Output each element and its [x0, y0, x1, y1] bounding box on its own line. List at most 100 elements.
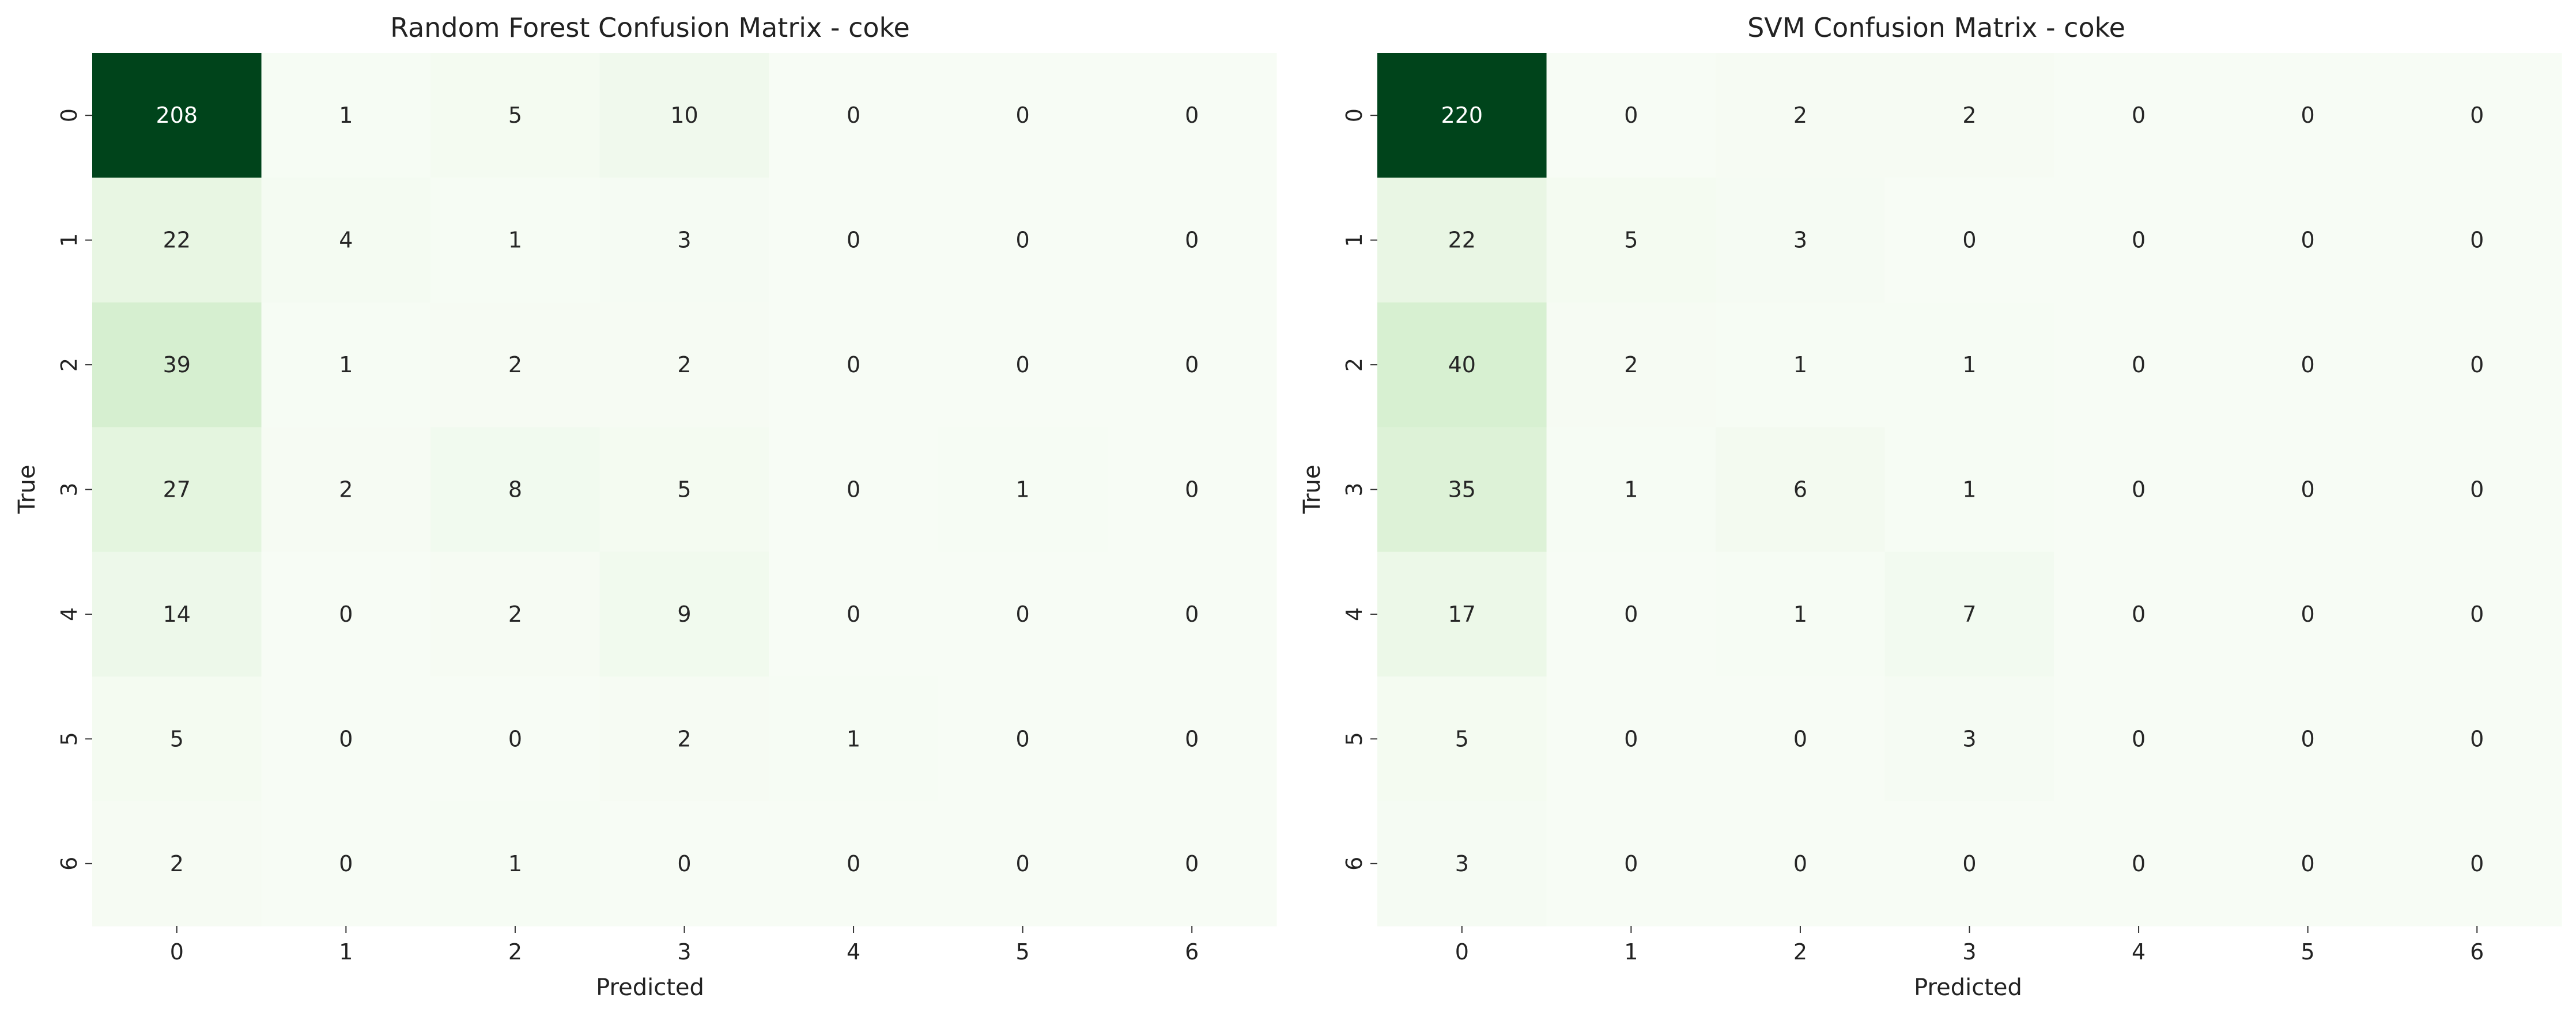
- random-forest-cell-value-label: 3: [677, 228, 691, 253]
- random-forest-cell-value-label: 39: [163, 352, 191, 377]
- random-forest-heatmap-cell: [261, 801, 431, 927]
- svm-cell-value-label: 1: [1624, 477, 1638, 502]
- svm-heatmap-cell: [2392, 427, 2562, 553]
- svm-heatmap-cell: [1546, 177, 1716, 303]
- random-forest-heatmap-cell: [1107, 676, 1277, 802]
- random-forest-cell-value-label: 4: [339, 228, 353, 253]
- random-forest-y-tick-label: 5: [56, 732, 82, 746]
- random-forest-cell-value-label: 14: [163, 602, 191, 627]
- random-forest-cell-value-label: 0: [339, 726, 353, 751]
- svm-cell-value-label: 0: [2301, 477, 2315, 502]
- svm-cell-value-label: 5: [1455, 726, 1469, 751]
- svm-cell-value-label: 0: [2301, 726, 2315, 751]
- random-forest-heatmap-cell: [599, 302, 769, 428]
- svm-cell-value-label: 35: [1448, 477, 1476, 502]
- random-forest-heatmap-cell: [938, 53, 1108, 179]
- svm-chart-title: SVM Confusion Matrix - coke: [1747, 12, 2125, 43]
- random-forest-x-ticks: 0 1 2 3 4 5 6: [170, 926, 1199, 965]
- svm-cell-value-label: 2: [1624, 352, 1638, 377]
- svm-cell-value-label: 0: [2132, 477, 2146, 502]
- random-forest-cell-value-label: 2: [677, 352, 691, 377]
- svm-heatmap-cell: [2392, 551, 2562, 677]
- svm-heatmap-cell: [1546, 551, 1716, 677]
- random-forest-y-ticks: 0 1 2 3 4 5 6: [56, 108, 92, 871]
- random-forest-y-tick-label: 1: [56, 233, 82, 247]
- random-forest-cell-value-label: 0: [1016, 352, 1030, 377]
- random-forest-heatmap-cell: [769, 427, 939, 553]
- svm-cell-value-label: 0: [2132, 851, 2146, 876]
- random-forest-heatmap-cell: [938, 427, 1108, 553]
- svm-y-tick-label: 1: [1342, 233, 1367, 247]
- svm-heatmap-cell: [2054, 551, 2224, 677]
- random-forest-cell-value-label: 0: [339, 851, 353, 876]
- random-forest-cell-value-label: 5: [508, 103, 522, 128]
- random-forest-x-tick-label: 6: [1185, 939, 1199, 965]
- random-forest-cell-value-label: 1: [339, 352, 353, 377]
- svm-heatmap-cell: [1884, 551, 2054, 677]
- random-forest-heatmap-cell: [92, 427, 262, 553]
- random-forest-heatmap-cell: [599, 551, 769, 677]
- random-forest-cell-value-label: 0: [1016, 726, 1030, 751]
- svm-heatmap-cell: [1884, 801, 2054, 927]
- random-forest-chart-title: Random Forest Confusion Matrix - coke: [390, 12, 910, 43]
- svm-heatmap-cell: [1377, 177, 1547, 303]
- random-forest-heatmap-cell: [938, 177, 1108, 303]
- svm-heatmap-cell: [2392, 177, 2562, 303]
- svm-y-ticks: 0 1 2 3 4 5 6: [1342, 108, 1377, 871]
- svm-cell-value-label: 0: [1793, 726, 1807, 751]
- svm-heatmap-cell: [1377, 551, 1547, 677]
- random-forest-heatmap-cell: [430, 801, 600, 927]
- random-forest-cell-value-label: 208: [156, 103, 198, 128]
- random-forest-cell-value-label: 1: [339, 103, 353, 128]
- random-forest-cell-value-label: 0: [847, 477, 860, 502]
- svm-cell-value-label: 0: [2132, 228, 2146, 253]
- svm-heatmap-cell: [1716, 177, 1886, 303]
- random-forest-cell-value-label: 0: [1185, 228, 1199, 253]
- svm-heatmap-cell: [1377, 53, 1547, 179]
- random-forest-heatmap-cell: [261, 427, 431, 553]
- svm-y-tick-label: 3: [1342, 482, 1367, 496]
- svm-x-tick-label: 6: [2470, 939, 2484, 965]
- random-forest-heatmap-cell: [92, 53, 262, 179]
- svm-heatmap-cell: [2223, 801, 2393, 927]
- svm-heatmap-cell: [1716, 801, 1886, 927]
- svm-heatmap-cell: [1546, 53, 1716, 179]
- random-forest-cell-value-label: 0: [847, 352, 860, 377]
- random-forest-heatmap-cell: [769, 302, 939, 428]
- random-forest-heatmap-cell: [1107, 302, 1277, 428]
- svm-y-tick-label: 2: [1342, 358, 1367, 372]
- svm-cell-value-label: 0: [1793, 851, 1807, 876]
- random-forest-x-tick-label: 4: [847, 939, 860, 965]
- svm-heatmap-cell: [2223, 302, 2393, 428]
- svm-x-tick-label: 5: [2301, 939, 2315, 965]
- svm-cell-value-label: 0: [2132, 103, 2146, 128]
- svm-heatmap-cell: [2054, 801, 2224, 927]
- random-forest-cell-value-label: 5: [170, 726, 184, 751]
- svm-heatmap-cell: [1377, 427, 1547, 553]
- svm-cell-value-label: 1: [1793, 352, 1807, 377]
- random-forest-heatmap-cell: [1107, 427, 1277, 553]
- svm-y-tick-label: 5: [1342, 732, 1367, 746]
- random-forest-x-tick-label: 3: [677, 939, 691, 965]
- random-forest-heatmap-cell: [430, 551, 600, 677]
- random-forest-cell-value-label: 22: [163, 228, 191, 253]
- random-forest-y-axis-label: True: [14, 465, 40, 515]
- random-forest-heatmap-cell: [938, 551, 1108, 677]
- random-forest-heatmap-cell: [92, 302, 262, 428]
- svm-heatmap-cell: [1884, 302, 2054, 428]
- svm-cell-value-label: 1: [1962, 477, 1976, 502]
- svm-x-ticks: 0 1 2 3 4 5 6: [1455, 926, 2484, 965]
- random-forest-cell-value-label: 0: [847, 851, 860, 876]
- svm-cell-value-label: 0: [2470, 726, 2484, 751]
- random-forest-heatmap-cell: [599, 53, 769, 179]
- svm-y-tick-label: 6: [1342, 857, 1367, 871]
- random-forest-cell-value-label: 0: [847, 103, 860, 128]
- svm-heatmap-cell: [1546, 676, 1716, 802]
- random-forest-y-tick-label: 4: [56, 607, 82, 621]
- random-forest-cell-value-label: 0: [677, 851, 691, 876]
- random-forest-y-tick-label: 0: [56, 108, 82, 122]
- svm-heatmap-cell: [2054, 177, 2224, 303]
- svm-cell-value-label: 3: [1455, 851, 1469, 876]
- svm-heatmap-cell: [1377, 676, 1547, 802]
- svm-cell-value-label: 0: [2470, 103, 2484, 128]
